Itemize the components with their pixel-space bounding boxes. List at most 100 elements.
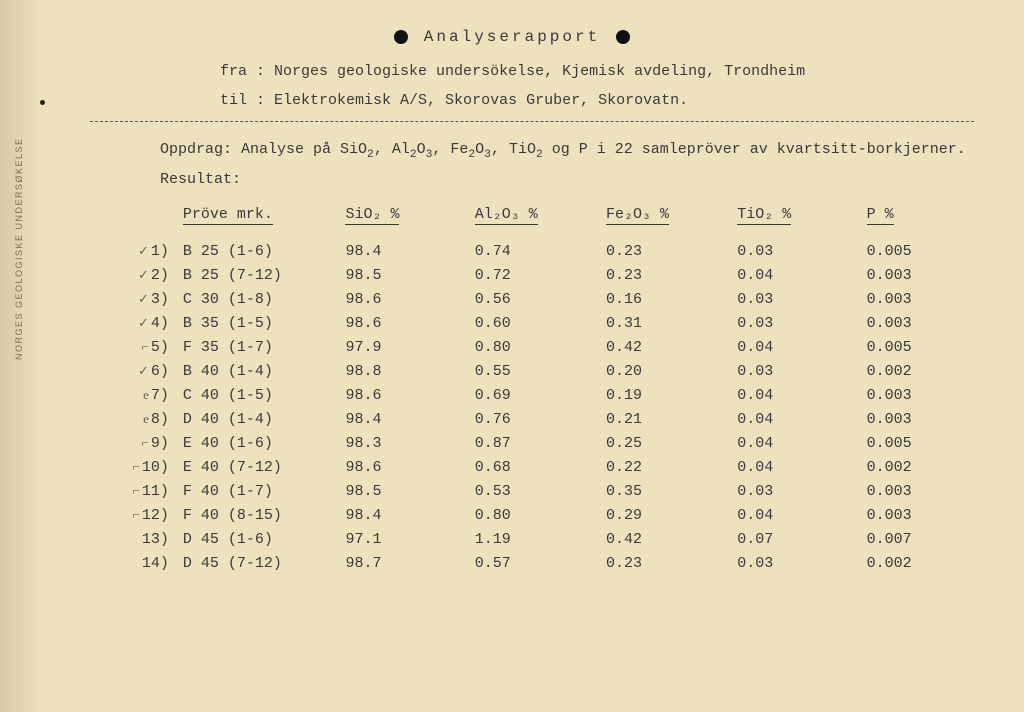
cell-sio2: 98.4 — [341, 240, 470, 264]
intro-seg-d: , Fe — [432, 141, 468, 158]
cell-sample: B 35 (1-5) — [179, 312, 342, 336]
intro-seg-e: O — [475, 141, 484, 158]
cell-sample: C 30 (1-8) — [179, 288, 342, 312]
cell-p: 0.002 — [863, 456, 990, 480]
sub2b: 2 — [410, 149, 417, 161]
cell-p: 0.003 — [863, 264, 990, 288]
cell-sio2: 97.9 — [341, 336, 470, 360]
cell-al2o3: 0.56 — [471, 288, 602, 312]
cell-sio2: 98.4 — [341, 408, 470, 432]
intro-seg-g: og P i 22 samlepröver av kvartsitt-borkj… — [543, 141, 966, 158]
cell-sio2: 98.3 — [341, 432, 470, 456]
hand-mark: e — [143, 411, 151, 426]
cell-al2o3: 0.53 — [471, 480, 602, 504]
cell-p: 0.003 — [863, 408, 990, 432]
cell-p: 0.003 — [863, 384, 990, 408]
cell-sio2: 98.6 — [341, 456, 470, 480]
hand-mark: ✓ — [138, 315, 151, 330]
hand-mark — [140, 531, 142, 546]
side-stamp: NORGES GEOLOGISKE UNDERSØKELSE — [14, 137, 24, 360]
table-row: ✓4)B 35 (1-5)98.60.600.310.030.003 — [110, 312, 990, 336]
row-index: e8) — [110, 408, 179, 432]
cell-sample: E 40 (7-12) — [179, 456, 342, 480]
table-row: 13)D 45 (1-6)97.11.190.420.070.007 — [110, 528, 990, 552]
cell-al2o3: 0.76 — [471, 408, 602, 432]
cell-tio2: 0.03 — [733, 240, 862, 264]
row-index: ✓1) — [110, 240, 179, 264]
col-sio2-header: SiO₂ % — [341, 203, 470, 227]
cell-p: 0.005 — [863, 432, 990, 456]
cell-sample: F 35 (1-7) — [179, 336, 342, 360]
cell-al2o3: 0.55 — [471, 360, 602, 384]
cell-sio2: 98.5 — [341, 480, 470, 504]
hand-mark: ✓ — [138, 291, 151, 306]
intro-seg-c: O — [417, 141, 426, 158]
hand-mark: ⌐ — [133, 507, 142, 522]
sub2d: 2 — [536, 149, 543, 161]
cell-sample: B 25 (1-6) — [179, 240, 342, 264]
cell-tio2: 0.04 — [733, 264, 862, 288]
header-row: Pröve mrk. SiO₂ % Al₂O₃ % Fe₂O₃ % TiO₂ %… — [110, 203, 990, 227]
cell-p: 0.002 — [863, 360, 990, 384]
cell-sio2: 97.1 — [341, 528, 470, 552]
row-index: ✓6) — [110, 360, 179, 384]
row-index: ✓2) — [110, 264, 179, 288]
row-index: ✓4) — [110, 312, 179, 336]
cell-al2o3: 0.68 — [471, 456, 602, 480]
cell-tio2: 0.03 — [733, 552, 862, 576]
row-index: ⌐12) — [110, 504, 179, 528]
cell-al2o3: 0.69 — [471, 384, 602, 408]
cell-tio2: 0.03 — [733, 288, 862, 312]
cell-tio2: 0.07 — [733, 528, 862, 552]
title-line: Analyserapport — [40, 28, 984, 46]
col-fe2o3-header: Fe₂O₃ % — [602, 203, 733, 227]
table-row: ⌐11)F 40 (1-7)98.50.530.350.030.003 — [110, 480, 990, 504]
row-index: e7) — [110, 384, 179, 408]
cell-tio2: 0.03 — [733, 360, 862, 384]
cell-sio2: 98.4 — [341, 504, 470, 528]
cell-tio2: 0.03 — [733, 312, 862, 336]
hand-mark: ⌐ — [142, 339, 151, 354]
cell-tio2: 0.04 — [733, 456, 862, 480]
cell-tio2: 0.04 — [733, 432, 862, 456]
separator-dashes — [90, 121, 974, 122]
cell-fe2o3: 0.35 — [602, 480, 733, 504]
cell-p: 0.005 — [863, 336, 990, 360]
cell-tio2: 0.03 — [733, 480, 862, 504]
intro-line-2: Resultat: — [160, 166, 984, 195]
cell-fe2o3: 0.21 — [602, 408, 733, 432]
row-index: ⌐5) — [110, 336, 179, 360]
intro-seg-b: , Al — [374, 141, 410, 158]
cell-fe2o3: 0.25 — [602, 432, 733, 456]
cell-p: 0.003 — [863, 288, 990, 312]
cell-al2o3: 0.72 — [471, 264, 602, 288]
cell-sio2: 98.6 — [341, 312, 470, 336]
to-line: til : Elektrokemisk A/S, Skorovas Gruber… — [220, 87, 984, 116]
cell-p: 0.003 — [863, 504, 990, 528]
cell-p: 0.005 — [863, 240, 990, 264]
cell-fe2o3: 0.42 — [602, 528, 733, 552]
sub3b: 3 — [484, 149, 491, 161]
cell-fe2o3: 0.20 — [602, 360, 733, 384]
table-row: 14)D 45 (7-12)98.70.570.230.030.002 — [110, 552, 990, 576]
cell-sample: E 40 (1-6) — [179, 432, 342, 456]
cell-sample: B 40 (1-4) — [179, 360, 342, 384]
cell-tio2: 0.04 — [733, 504, 862, 528]
table-row: ✓3)C 30 (1-8)98.60.560.160.030.003 — [110, 288, 990, 312]
from-value: Norges geologiske undersökelse, Kjemisk … — [274, 63, 805, 80]
cell-al2o3: 0.57 — [471, 552, 602, 576]
results-table: Pröve mrk. SiO₂ % Al₂O₃ % Fe₂O₃ % TiO₂ %… — [110, 203, 990, 576]
cell-fe2o3: 0.23 — [602, 240, 733, 264]
table-row: ✓2)B 25 (7-12)98.50.720.230.040.003 — [110, 264, 990, 288]
from-line: fra : Norges geologiske undersökelse, Kj… — [220, 58, 984, 87]
table-row: ✓6)B 40 (1-4)98.80.550.200.030.002 — [110, 360, 990, 384]
cell-p: 0.007 — [863, 528, 990, 552]
hand-mark: ⌐ — [133, 483, 142, 498]
cell-tio2: 0.04 — [733, 384, 862, 408]
cell-sio2: 98.6 — [341, 288, 470, 312]
cell-sio2: 98.5 — [341, 264, 470, 288]
cell-fe2o3: 0.31 — [602, 312, 733, 336]
cell-fe2o3: 0.42 — [602, 336, 733, 360]
table-row: ✓1)B 25 (1-6)98.40.740.230.030.005 — [110, 240, 990, 264]
table-row: ⌐9)E 40 (1-6)98.30.870.250.040.005 — [110, 432, 990, 456]
